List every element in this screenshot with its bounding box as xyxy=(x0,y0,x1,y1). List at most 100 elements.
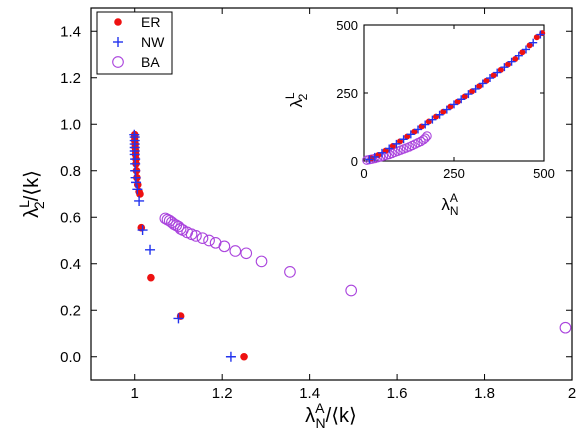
inset-point-nw xyxy=(536,30,545,39)
main-x-tick-label: 2 xyxy=(568,385,576,402)
x-axis-label-sub: N xyxy=(316,415,326,431)
inset-y-axis-label-sub: 2 xyxy=(296,93,310,100)
main-y-tick-label: 0.8 xyxy=(60,163,81,180)
main-y-tick-label: 1.2 xyxy=(60,70,81,87)
y-axis-label-sup: L xyxy=(16,200,32,208)
inset-plot-frame xyxy=(363,24,545,162)
main-x-tick-label: 1.6 xyxy=(387,385,408,402)
inset-point-er xyxy=(497,66,504,73)
main-y-tick-label: 0.6 xyxy=(60,209,81,226)
inset-point-nw xyxy=(500,63,509,72)
main-point-ba xyxy=(284,266,296,278)
inset-point-nw xyxy=(529,38,538,47)
inset-point-er xyxy=(454,98,461,105)
inset-point-nw xyxy=(365,155,374,164)
legend-er-marker xyxy=(114,18,122,26)
legend: ER NW BA xyxy=(96,11,173,75)
main-point-er xyxy=(240,352,248,361)
main-point-ba xyxy=(203,234,215,247)
inset-point-nw xyxy=(378,148,386,157)
inset-point-nw xyxy=(514,51,523,60)
y-axis-label-sub: 2 xyxy=(31,201,47,209)
inset-x-tick-label: 500 xyxy=(533,166,555,181)
inset-point-nw xyxy=(450,100,458,109)
inset-point-nw xyxy=(478,79,487,88)
inset-point-nw xyxy=(493,68,502,77)
inset-point-er xyxy=(505,61,511,68)
inset-point-er xyxy=(533,34,540,41)
legend-nw-label: NW xyxy=(141,34,165,50)
main-point-ba xyxy=(240,247,253,260)
inset-x-axis-label-sub: N xyxy=(450,204,459,218)
inset-data-marks xyxy=(362,30,546,165)
inset-point-nw xyxy=(486,74,494,83)
inset-point-nw xyxy=(442,105,451,114)
inset-point-nw xyxy=(385,144,394,153)
main-point-ba xyxy=(345,284,358,297)
inset-point-nw xyxy=(399,135,408,144)
inset-y-axis-label-base: λ xyxy=(287,99,306,108)
main-point-ba xyxy=(174,223,187,235)
main-point-nw xyxy=(173,313,184,324)
inset-y-tick-label: 500 xyxy=(336,18,358,33)
main-x-tick-label: 1.2 xyxy=(212,385,233,402)
inset-y-tick-label: 250 xyxy=(336,86,358,101)
y-axis-label: λL2/⟨k⟩ xyxy=(16,170,47,218)
main-y-tick-label: 1.0 xyxy=(60,116,81,133)
inset-point-er xyxy=(512,56,519,62)
main-point-nw xyxy=(131,177,142,188)
inset-point-nw xyxy=(414,125,422,134)
inset-y-axis-label: λL2 xyxy=(283,92,310,108)
inset-point-nw xyxy=(464,90,473,99)
inset-point-er xyxy=(490,72,497,79)
inset-x-axis-label-base: λ xyxy=(441,195,450,214)
main-y-tick-label: 1.4 xyxy=(60,23,81,40)
inset-point-nw xyxy=(457,95,466,104)
main-plot-frame xyxy=(90,7,573,381)
x-axis-label-tail: /⟨k⟩ xyxy=(326,405,357,427)
inset-x-axis-label-sup: A xyxy=(450,191,458,205)
main-data-marks xyxy=(129,129,572,362)
main-point-er xyxy=(147,273,155,282)
main-point-ba xyxy=(255,255,268,268)
inset-axis-ticks: 0 250 500 0 250 500 xyxy=(336,18,555,181)
legend-ba-label: BA xyxy=(141,54,160,70)
inset-point-er xyxy=(469,88,475,95)
inset-point-ba xyxy=(422,131,432,141)
inset-point-nw xyxy=(522,45,530,54)
legend-ba-marker xyxy=(112,56,124,68)
main-point-nw xyxy=(225,351,236,362)
main-y-tick-label: 0.2 xyxy=(60,302,81,319)
main-x-tick-label: 1.4 xyxy=(299,385,320,402)
inset-point-er xyxy=(476,83,483,90)
main-point-ba xyxy=(229,245,242,257)
inset-point-er xyxy=(483,77,490,84)
inset-point-er xyxy=(461,93,468,100)
inset-point-nw xyxy=(406,130,415,139)
main-x-tick-label: 1.8 xyxy=(474,385,495,402)
main-point-ba xyxy=(559,321,572,334)
inset-x-axis-label: λA N xyxy=(441,191,458,218)
main-point-ba xyxy=(218,240,231,253)
main-axis-ticks: 1 1.2 1.4 1.6 1.8 2 0.0 0.2 0.4 0.6 0.8 1.0 1.2 1.4 xyxy=(60,8,576,402)
y-axis-label-tail: /⟨k⟩ xyxy=(21,170,43,201)
main-x-tick-label: 1 xyxy=(131,385,139,402)
inset-x-tick-label: 0 xyxy=(360,166,367,181)
inset-point-nw xyxy=(471,84,480,93)
inset-y-axis-label-sup: L xyxy=(283,92,297,99)
main-point-nw xyxy=(134,195,145,206)
main-point-nw xyxy=(145,244,156,255)
main-y-tick-label: 0.4 xyxy=(60,256,81,273)
inset-point-nw xyxy=(392,139,401,148)
inset-point-nw xyxy=(428,115,437,124)
inset-y-tick-label: 0 xyxy=(351,154,358,169)
main-point-er xyxy=(136,190,144,198)
main-point-nw xyxy=(137,225,148,236)
main-point-nw xyxy=(132,184,143,195)
inset-point-nw xyxy=(435,110,444,119)
main-y-tick-label: 0.0 xyxy=(60,349,81,366)
inset-point-er xyxy=(519,49,526,56)
x-axis-label-sup: A xyxy=(315,400,325,416)
legend-nw-marker xyxy=(113,37,123,47)
